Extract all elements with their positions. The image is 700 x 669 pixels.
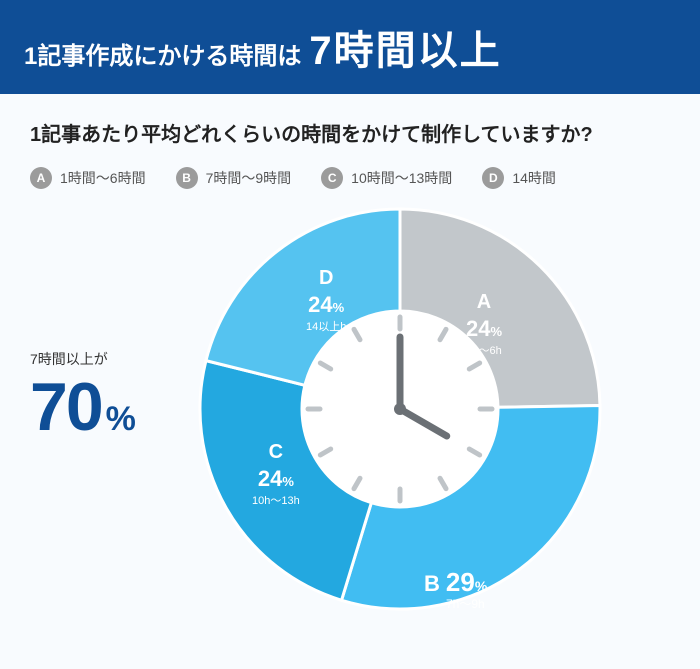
callout-text: 7時間以上が — [30, 349, 136, 369]
clock-tick — [440, 329, 446, 339]
clock-hour-hand — [400, 409, 447, 436]
callout-value-row: 70% — [30, 373, 136, 441]
legend-item-d: D 14時間 — [482, 167, 556, 189]
legend-badge: C — [321, 167, 343, 189]
slice-range-b: 7h～9h — [446, 595, 485, 612]
clock-svg — [302, 311, 498, 507]
header-text-large: 7時間以上 — [309, 18, 501, 76]
donut-chart: A24%1h～6hB29%7h～9hC24%10h～13hD24%14以上h — [190, 199, 610, 619]
survey-question: 1記事あたり平均どれくらいの時間をかけて制作していますか? — [30, 118, 670, 147]
legend-badge: D — [482, 167, 504, 189]
clock-tick — [354, 329, 360, 339]
clock-tick — [440, 478, 446, 488]
content-panel: 1記事あたり平均どれくらいの時間をかけて制作していますか? A 1時間～6時間 … — [0, 94, 700, 669]
legend-label: 1時間～6時間 — [60, 168, 146, 188]
legend-label: 14時間 — [512, 168, 556, 188]
legend: A 1時間～6時間 B 7時間～9時間 C 10時間～13時間 D 14時間 — [30, 167, 670, 189]
clock-tick — [320, 363, 330, 369]
header-banner: 1記事作成にかける時間は 7時間以上 — [0, 0, 700, 94]
legend-label: 7時間～9時間 — [206, 168, 292, 188]
clock-tick — [354, 478, 360, 488]
legend-badge: A — [30, 167, 52, 189]
legend-label: 10時間～13時間 — [351, 168, 452, 188]
legend-item-c: C 10時間～13時間 — [321, 167, 452, 189]
callout: 7時間以上が 70% — [30, 349, 136, 441]
clock-tick — [469, 363, 479, 369]
callout-pct: % — [106, 400, 136, 438]
callout-value: 70 — [30, 369, 102, 445]
clock-tick — [469, 449, 479, 455]
header-text-small: 1記事作成にかける時間は — [24, 36, 301, 71]
clock-face — [302, 311, 498, 507]
legend-item-a: A 1時間～6時間 — [30, 167, 146, 189]
legend-item-b: B 7時間～9時間 — [176, 167, 292, 189]
legend-badge: B — [176, 167, 198, 189]
clock-tick — [320, 449, 330, 455]
chart-area: 7時間以上が 70% A24%1h～6hB29%7h～9hC24%10h～13h… — [30, 199, 670, 639]
clock-center — [394, 403, 406, 415]
